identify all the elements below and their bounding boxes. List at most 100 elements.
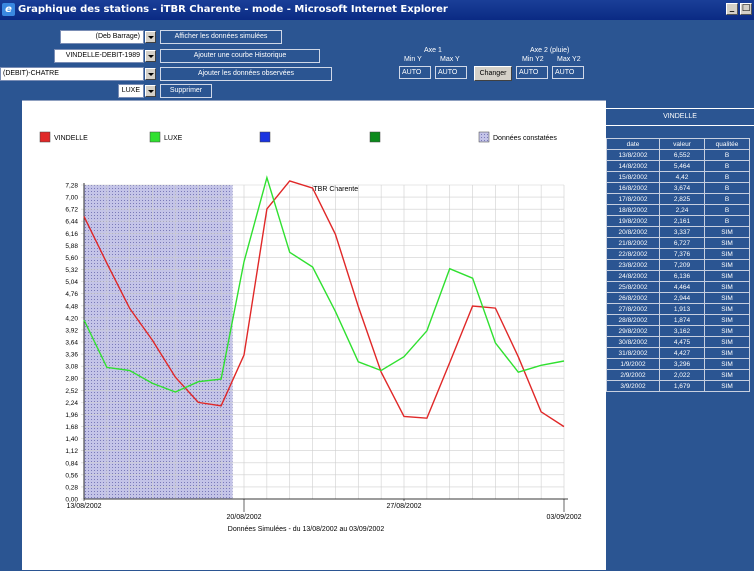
table-row: 30/8/2002 4,475 SIM [606, 336, 750, 348]
date-cell: 2/9/2002 [606, 369, 660, 381]
control-panel: (Deb Barrage) Afficher les données simul… [0, 20, 754, 100]
data-table-panel: VINDELLE date valeur qualitée 13/8/2002 6,5… [606, 100, 754, 570]
quality-cell: SIM [704, 336, 750, 348]
value-cell: 3,674 [659, 182, 705, 194]
date-cell: 3/9/2002 [606, 380, 660, 392]
table-row: 17/8/2002 2,825 B [606, 193, 750, 205]
quality-cell: B [704, 193, 750, 205]
date-cell: 20/8/2002 [606, 226, 660, 238]
date-cell: 1/9/2002 [606, 358, 660, 370]
y-tick-label: 3,36 [65, 352, 78, 359]
table-row: 22/8/2002 7,376 SIM [606, 248, 750, 260]
y-tick-label: 3,92 [65, 327, 78, 334]
value-cell: 7,209 [659, 259, 705, 271]
window-titlebar: e Graphique des stations - iTBR Charente… [0, 0, 754, 20]
value-cell: 3,162 [659, 325, 705, 337]
table-row: 25/8/2002 4,464 SIM [606, 281, 750, 293]
quality-cell: SIM [704, 358, 750, 370]
axis1-max-input[interactable]: AUTO [435, 66, 467, 79]
table-header-row: date valeur qualitée [606, 138, 750, 150]
table-row: 23/8/2002 7,209 SIM [606, 259, 750, 271]
quality-cell: SIM [704, 303, 750, 315]
data-table: date valeur qualitée 13/8/2002 6,552 B 14/8/2… [606, 138, 750, 392]
legend-label: LUXE [164, 135, 183, 142]
chevron-down-icon[interactable] [145, 85, 156, 97]
add-historic-curve-button[interactable]: Ajouter une courbe Historique [160, 49, 320, 63]
value-cell: 4,427 [659, 347, 705, 359]
y-tick-label: 4,76 [65, 291, 78, 298]
chevron-down-icon[interactable] [145, 50, 156, 62]
quality-cell: B [704, 182, 750, 194]
quality-cell: B [704, 204, 750, 216]
axis2-min-label: Min Y2 [522, 56, 544, 63]
value-cell: 2,825 [659, 193, 705, 205]
table-row: 13/8/2002 6,552 B [606, 149, 750, 161]
axis2-min-input[interactable]: AUTO [516, 66, 548, 79]
value-cell: 1,874 [659, 314, 705, 326]
table-header-cell: qualitée [704, 138, 750, 150]
line-chart: VINDELLE LUXE Données constatées iTBR Char… [39, 131, 582, 533]
value-cell: 7,376 [659, 248, 705, 260]
minimize-button[interactable]: _ [726, 3, 738, 15]
y-tick-label: 7,00 [65, 195, 78, 202]
date-cell: 13/8/2002 [606, 149, 660, 161]
delete-button[interactable]: Supprimer [160, 84, 212, 98]
legend-darkgreen [369, 131, 381, 143]
table-header-cell: valeur [659, 138, 705, 150]
x-axis-label: Données Simulées - du 13/08/2002 au 03/0… [228, 526, 385, 533]
plot-area: 0,00 0,28 0,56 0,84 1,12 1,40 1,68 1,96 2,24 2,52… [65, 175, 582, 521]
value-cell: 6,136 [659, 270, 705, 282]
quality-cell: SIM [704, 380, 750, 392]
quality-cell: B [704, 149, 750, 161]
date-cell: 21/8/2002 [606, 237, 660, 249]
station-select-deb-barrage[interactable]: (Deb Barrage) [60, 30, 144, 44]
y-tick-label: 5,32 [65, 267, 78, 274]
value-cell: 5,464 [659, 160, 705, 172]
chart-legend: VINDELLE LUXE Données constatées [39, 131, 557, 143]
maximize-button[interactable]: □ [740, 3, 752, 15]
value-cell: 3,296 [659, 358, 705, 370]
y-tick-label: 7,28 [65, 183, 78, 190]
date-cell: 22/8/2002 [606, 248, 660, 260]
chart-title: iTBR Charente [312, 186, 358, 193]
axis1-title: Axe 1 [424, 47, 442, 54]
quality-cell: SIM [704, 314, 750, 326]
table-row: 21/8/2002 6,727 SIM [606, 237, 750, 249]
axis1-min-input[interactable]: AUTO [399, 66, 431, 79]
station-select-chatre[interactable]: (DEBIT)-CHATRE [0, 67, 144, 81]
y-tick-label: 3,64 [65, 340, 78, 347]
axis2-title: Axe 2 (pluie) [530, 47, 570, 54]
change-axis-button[interactable]: Changer [474, 66, 512, 81]
legend-label: VINDELLE [54, 135, 88, 142]
y-tick-label: 0,56 [65, 472, 78, 479]
date-cell: 29/8/2002 [606, 325, 660, 337]
chart-panel: VINDELLE LUXE Données constatées iTBR Char… [22, 100, 606, 570]
y-tick-label: 4,20 [65, 315, 78, 322]
quality-cell: B [704, 215, 750, 227]
station-select-luxe[interactable]: LUXE [118, 84, 144, 98]
quality-cell: SIM [704, 369, 750, 381]
value-cell: 6,727 [659, 237, 705, 249]
y-tick-label: 0,00 [65, 497, 78, 504]
y-tick-label: 1,40 [65, 436, 78, 443]
table-header-cell: date [606, 138, 660, 150]
table-row: 18/8/2002 2,24 B [606, 204, 750, 216]
y-tick-label: 0,28 [65, 484, 78, 491]
show-simulated-button[interactable]: Afficher les données simulées [160, 30, 282, 44]
table-row: 28/8/2002 1,874 SIM [606, 314, 750, 326]
quality-cell: SIM [704, 237, 750, 249]
add-observed-button[interactable]: Ajouter les données observées [160, 67, 332, 81]
station-select-vindelle[interactable]: VINDELLE-DEBIT-1989 [54, 49, 144, 63]
x-tick-label: 13/08/2002 [66, 503, 101, 510]
axis2-max-input[interactable]: AUTO [552, 66, 584, 79]
chevron-down-icon[interactable] [145, 68, 156, 80]
y-tick-label: 5,04 [65, 279, 78, 286]
chevron-down-icon[interactable] [145, 31, 156, 43]
series-line-luxe [83, 175, 565, 393]
legend-donnees-constatees: Données constatées [478, 131, 557, 143]
value-cell: 2,24 [659, 204, 705, 216]
legend-blue [259, 131, 271, 143]
value-cell: 1,913 [659, 303, 705, 315]
x-tick-label: 03/09/2002 [546, 514, 581, 521]
quality-cell: SIM [704, 226, 750, 238]
